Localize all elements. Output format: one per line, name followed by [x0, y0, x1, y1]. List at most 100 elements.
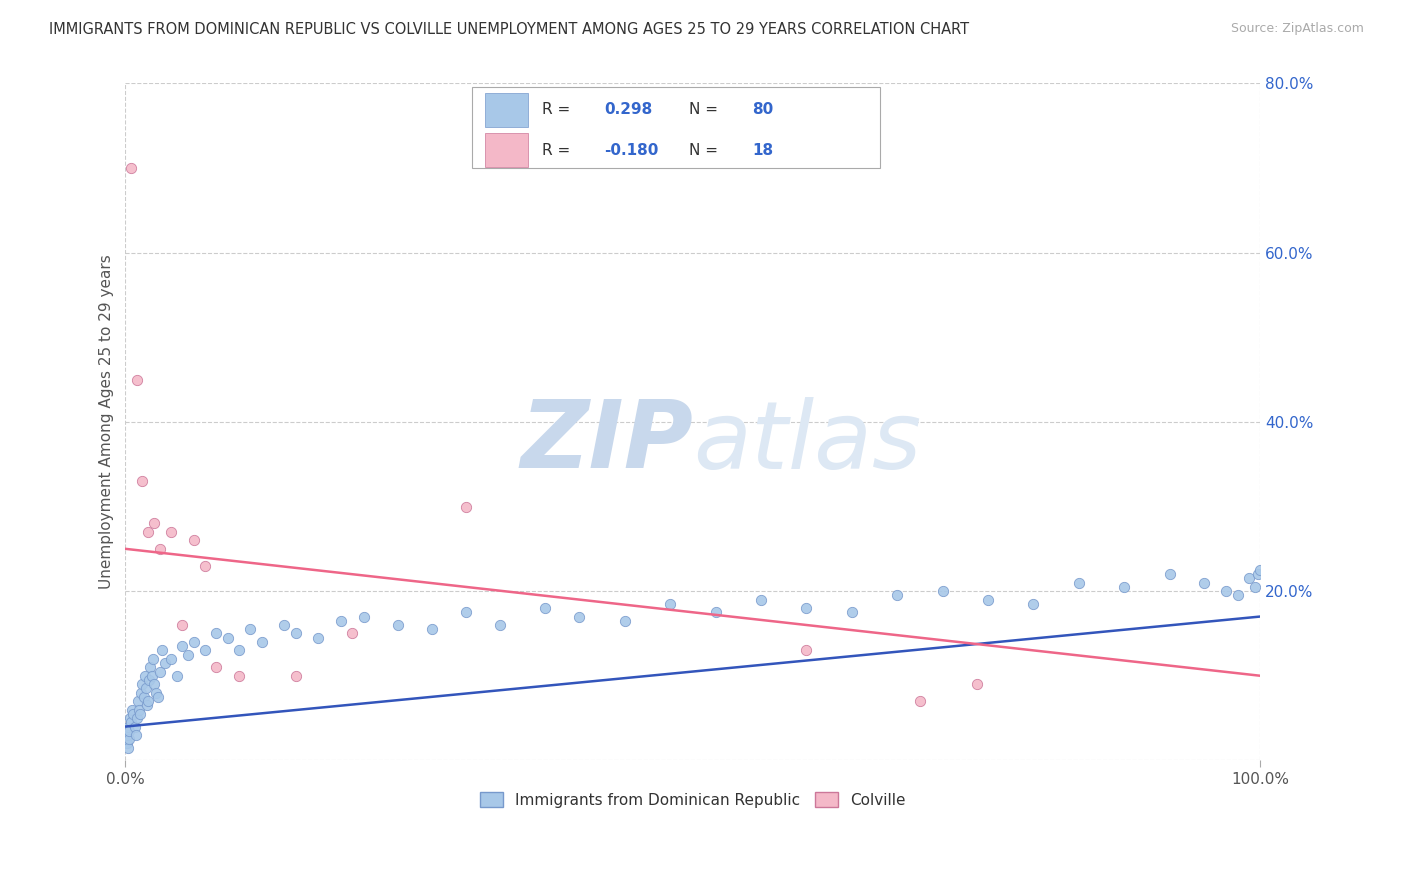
Point — [228, 643, 250, 657]
Text: ZIP: ZIP — [520, 396, 693, 488]
Text: 80: 80 — [752, 102, 773, 117]
Point — [142, 516, 165, 531]
Point — [1215, 584, 1237, 599]
Point — [273, 618, 295, 632]
Point — [150, 643, 173, 657]
Point — [142, 652, 165, 666]
Point — [1247, 567, 1270, 582]
Point — [796, 643, 818, 657]
Point — [160, 524, 183, 539]
Point — [120, 715, 142, 730]
Point — [115, 728, 138, 742]
Point — [136, 694, 159, 708]
Point — [128, 703, 150, 717]
Point — [1022, 597, 1045, 611]
FancyBboxPatch shape — [485, 93, 529, 127]
Text: 0.298: 0.298 — [605, 102, 652, 117]
Point — [122, 706, 145, 721]
Point — [387, 618, 409, 632]
Point — [121, 703, 143, 717]
Point — [966, 677, 988, 691]
Point — [117, 740, 139, 755]
Point — [127, 694, 149, 708]
Text: atlas: atlas — [693, 397, 921, 488]
Point — [420, 622, 443, 636]
Text: -0.180: -0.180 — [605, 143, 659, 158]
Point — [131, 677, 153, 691]
Point — [129, 706, 152, 721]
Point — [1067, 575, 1090, 590]
Point — [183, 635, 205, 649]
Point — [613, 614, 636, 628]
Point — [353, 609, 375, 624]
Point — [977, 592, 1000, 607]
Text: R =: R = — [541, 143, 571, 158]
Point — [138, 673, 160, 687]
Point — [659, 597, 682, 611]
Point — [194, 558, 217, 573]
Point — [1249, 563, 1271, 577]
Point — [250, 635, 273, 649]
Text: N =: N = — [689, 143, 718, 158]
Point — [239, 622, 262, 636]
Point — [125, 728, 148, 742]
Point — [172, 618, 194, 632]
Point — [183, 533, 205, 548]
Point — [908, 694, 931, 708]
Point — [284, 626, 307, 640]
Point — [172, 639, 194, 653]
Text: IMMIGRANTS FROM DOMINICAN REPUBLIC VS COLVILLE UNEMPLOYMENT AMONG AGES 25 TO 29 : IMMIGRANTS FROM DOMINICAN REPUBLIC VS CO… — [49, 22, 969, 37]
Point — [534, 601, 557, 615]
Point — [454, 605, 477, 619]
Legend: Immigrants from Dominican Republic, Colville: Immigrants from Dominican Republic, Colv… — [474, 786, 912, 814]
Point — [489, 618, 512, 632]
Point — [1192, 575, 1215, 590]
Point — [124, 720, 146, 734]
Point — [160, 652, 183, 666]
Point — [194, 643, 217, 657]
Point — [177, 648, 200, 662]
Point — [148, 690, 170, 704]
Text: R =: R = — [541, 102, 571, 117]
Point — [1237, 571, 1260, 585]
Point — [704, 605, 727, 619]
Point — [125, 711, 148, 725]
Point — [886, 588, 908, 602]
Point — [118, 732, 141, 747]
Point — [841, 605, 863, 619]
Point — [307, 631, 329, 645]
Point — [115, 736, 138, 750]
Point — [568, 609, 591, 624]
Point — [217, 631, 239, 645]
Point — [118, 723, 141, 738]
Text: 18: 18 — [752, 143, 773, 158]
Point — [148, 665, 170, 679]
Point — [330, 614, 353, 628]
FancyBboxPatch shape — [485, 133, 529, 167]
Point — [145, 686, 167, 700]
Point — [454, 500, 477, 514]
FancyBboxPatch shape — [471, 87, 880, 168]
Point — [1114, 580, 1136, 594]
Point — [342, 626, 364, 640]
Text: N =: N = — [689, 102, 718, 117]
Point — [931, 584, 953, 599]
Point — [135, 681, 157, 696]
Point — [153, 656, 176, 670]
Point — [131, 686, 153, 700]
Point — [134, 669, 156, 683]
Y-axis label: Unemployment Among Ages 25 to 29 years: Unemployment Among Ages 25 to 29 years — [100, 254, 114, 590]
Point — [796, 601, 818, 615]
Point — [142, 677, 165, 691]
Point — [117, 720, 139, 734]
Point — [118, 711, 141, 725]
Point — [136, 524, 159, 539]
Point — [125, 373, 148, 387]
Point — [284, 669, 307, 683]
Point — [228, 669, 250, 683]
Point — [141, 669, 163, 683]
Point — [749, 592, 772, 607]
Point — [139, 660, 162, 674]
Point — [1226, 588, 1249, 602]
Point — [131, 474, 153, 488]
